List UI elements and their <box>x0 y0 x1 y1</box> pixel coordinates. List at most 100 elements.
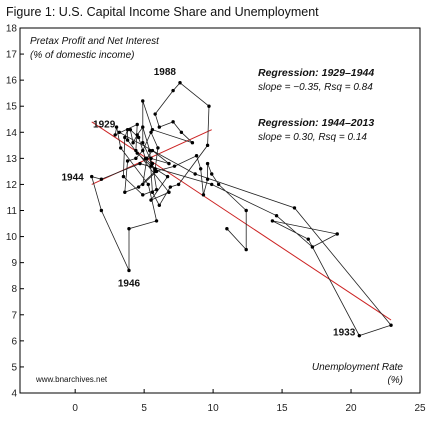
data-point <box>141 125 145 129</box>
data-point <box>178 81 182 85</box>
x-axis-label-line2: (%) <box>387 375 403 386</box>
data-point <box>244 247 248 252</box>
y-tick-label: 12 <box>6 180 18 191</box>
data-point <box>117 130 122 134</box>
data-point <box>149 130 153 134</box>
data-point <box>153 167 157 171</box>
y-tick-label: 17 <box>6 50 18 61</box>
data-point <box>150 148 155 153</box>
data-point <box>150 161 155 166</box>
data-point <box>154 187 159 192</box>
data-point <box>141 141 145 145</box>
data-point <box>125 127 130 132</box>
data-point <box>150 127 155 132</box>
y-tick-label: 8 <box>11 284 17 295</box>
data-point <box>114 125 119 129</box>
data-point <box>138 161 142 166</box>
ticks-group: 4 5 6 7 8 9 10 11 12 13 14 15 16 17 18 0 5 10 15 20 25 <box>6 24 426 415</box>
data-point <box>244 208 248 213</box>
data-point <box>149 156 153 161</box>
data-point <box>205 177 210 181</box>
regression-1-subtitle: slope = −0.35, Rsq = 0.84 <box>258 82 373 93</box>
data-point <box>157 203 162 207</box>
annotations-group: 1929 1933 1944 1946 1988 <box>61 67 355 339</box>
data-point <box>125 138 130 142</box>
data-point <box>141 182 145 187</box>
y-tick-label: 7 <box>11 310 17 321</box>
data-point <box>147 148 152 153</box>
regression-line <box>91 121 392 321</box>
data-point <box>141 99 145 103</box>
data-point <box>168 185 173 189</box>
data-point <box>205 161 210 166</box>
y-tick-label: 6 <box>11 336 17 347</box>
data-points-group <box>90 81 393 338</box>
data-point <box>172 164 177 168</box>
x-tick-label: 25 <box>414 403 426 414</box>
data-point <box>198 167 203 171</box>
regression-1-title: Regression: 1929–1944 <box>258 67 374 79</box>
data-point <box>167 161 171 166</box>
data-point <box>99 208 104 213</box>
data-point <box>125 159 130 163</box>
y-tick-label: 10 <box>6 232 18 243</box>
figure-title: Figure 1: U.S. Capital Income Share and … <box>6 5 319 19</box>
data-point <box>131 141 135 145</box>
year-annotation: 1946 <box>118 278 141 289</box>
data-point <box>194 154 199 158</box>
x-tick-label: 10 <box>208 403 220 414</box>
data-point <box>141 148 145 153</box>
y-axis-label-line2: (% of domestic income) <box>30 50 134 61</box>
data-point <box>310 245 315 249</box>
data-point <box>150 190 155 194</box>
data-point <box>123 190 127 194</box>
data-point <box>149 198 153 202</box>
data-point <box>154 219 159 223</box>
y-tick-label: 16 <box>6 76 18 87</box>
data-point <box>135 122 139 127</box>
data-point <box>292 206 297 210</box>
data-point <box>146 182 150 187</box>
data-point <box>207 104 211 108</box>
y-tick-label: 11 <box>7 206 18 217</box>
data-point <box>270 219 275 223</box>
data-point <box>90 174 94 179</box>
data-point <box>127 268 131 273</box>
data-point <box>136 135 141 140</box>
data-point <box>179 130 184 134</box>
data-point <box>171 88 175 93</box>
data-point <box>210 172 214 176</box>
data-point <box>136 185 141 189</box>
x-tick-label: 5 <box>141 403 147 414</box>
y-tick-label: 9 <box>11 258 17 269</box>
data-point <box>121 174 126 179</box>
regression-2-subtitle: slope = 0.30, Rsq = 0.14 <box>258 132 367 143</box>
data-point <box>357 333 362 338</box>
data-point <box>153 112 157 116</box>
y-tick-label: 5 <box>11 362 17 373</box>
data-point <box>210 182 214 187</box>
data-point <box>149 164 153 168</box>
year-annotation: 1933 <box>333 328 356 339</box>
data-point <box>141 193 145 197</box>
data-point <box>165 174 170 179</box>
data-point <box>216 182 221 187</box>
y-tick-label: 18 <box>6 24 18 35</box>
regression-2-title: Regression: 1944–2013 <box>258 117 374 129</box>
source-label: www.bnarchives.net <box>35 375 108 384</box>
data-point <box>171 120 175 124</box>
data-point <box>335 232 339 236</box>
data-point <box>99 177 104 181</box>
data-point <box>156 146 160 150</box>
year-annotation: 1929 <box>93 119 116 130</box>
data-point <box>389 323 393 327</box>
data-point <box>225 227 229 231</box>
data-point <box>306 237 310 241</box>
data-point <box>143 156 148 161</box>
data-point <box>134 148 138 153</box>
data-point <box>135 133 139 137</box>
y-tick-label: 13 <box>6 154 18 165</box>
data-point <box>113 133 117 137</box>
data-point <box>274 214 279 218</box>
